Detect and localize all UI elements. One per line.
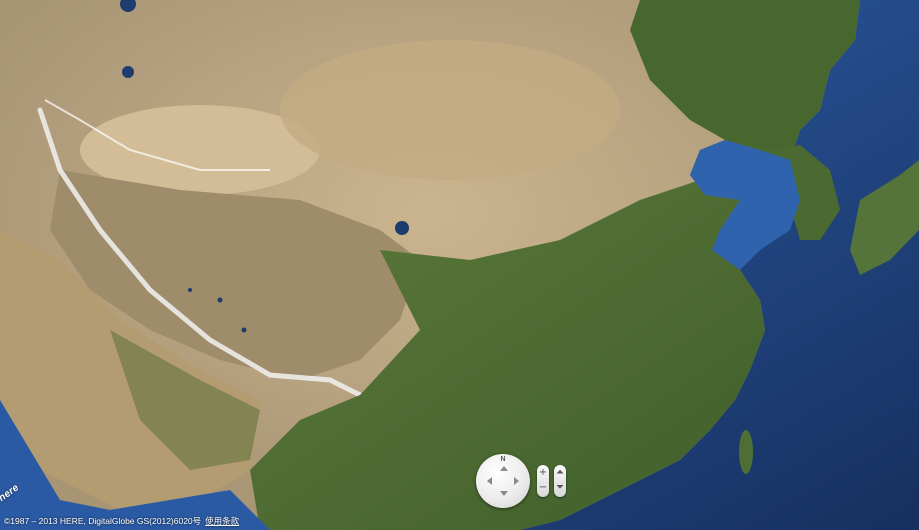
southeast-vegetation: [250, 180, 765, 530]
qinghai-lake: [395, 221, 409, 235]
japan-islands: [850, 160, 919, 275]
yellow-sea: [690, 140, 800, 270]
zoom-in-button[interactable]: +: [538, 467, 548, 478]
pan-right-arrow-icon[interactable]: [514, 477, 519, 485]
navigation-compass[interactable]: N: [476, 454, 530, 508]
ganges-vegetation: [110, 330, 260, 470]
tilt-up-button[interactable]: ⏶: [556, 467, 564, 478]
gobi-desert: [280, 40, 620, 180]
northeast-vegetation: [630, 0, 860, 160]
compass-north-label: N: [500, 456, 506, 463]
lake: [188, 288, 192, 292]
tilt-down-button[interactable]: ⏷: [556, 482, 564, 493]
lake: [122, 66, 134, 78]
lake: [241, 327, 247, 333]
tilt-control: ⏶ ⏷: [554, 465, 566, 497]
bay-of-bengal: [0, 400, 270, 530]
pan-up-arrow-icon[interactable]: [500, 466, 508, 471]
lake: [120, 0, 136, 12]
taklamakan-desert: [80, 105, 320, 195]
zoom-control: + −: [537, 465, 549, 497]
taiwan-island: [739, 430, 753, 474]
copyright-bar: ©1987 – 2013 HERE, DigitalGlobe GS(2012)…: [4, 515, 239, 527]
terms-of-use-link[interactable]: 使用条款: [205, 516, 240, 526]
zoom-out-button[interactable]: −: [538, 482, 548, 493]
pan-down-arrow-icon[interactable]: [500, 491, 508, 496]
himalaya-snow: [37, 107, 363, 398]
tibetan-plateau: [50, 170, 420, 380]
pan-left-arrow-icon[interactable]: [487, 477, 492, 485]
kunlun-snow: [44, 99, 270, 171]
copyright-text: ©1987 – 2013 HERE, DigitalGlobe GS(2012)…: [4, 516, 202, 526]
lake: [217, 297, 223, 303]
